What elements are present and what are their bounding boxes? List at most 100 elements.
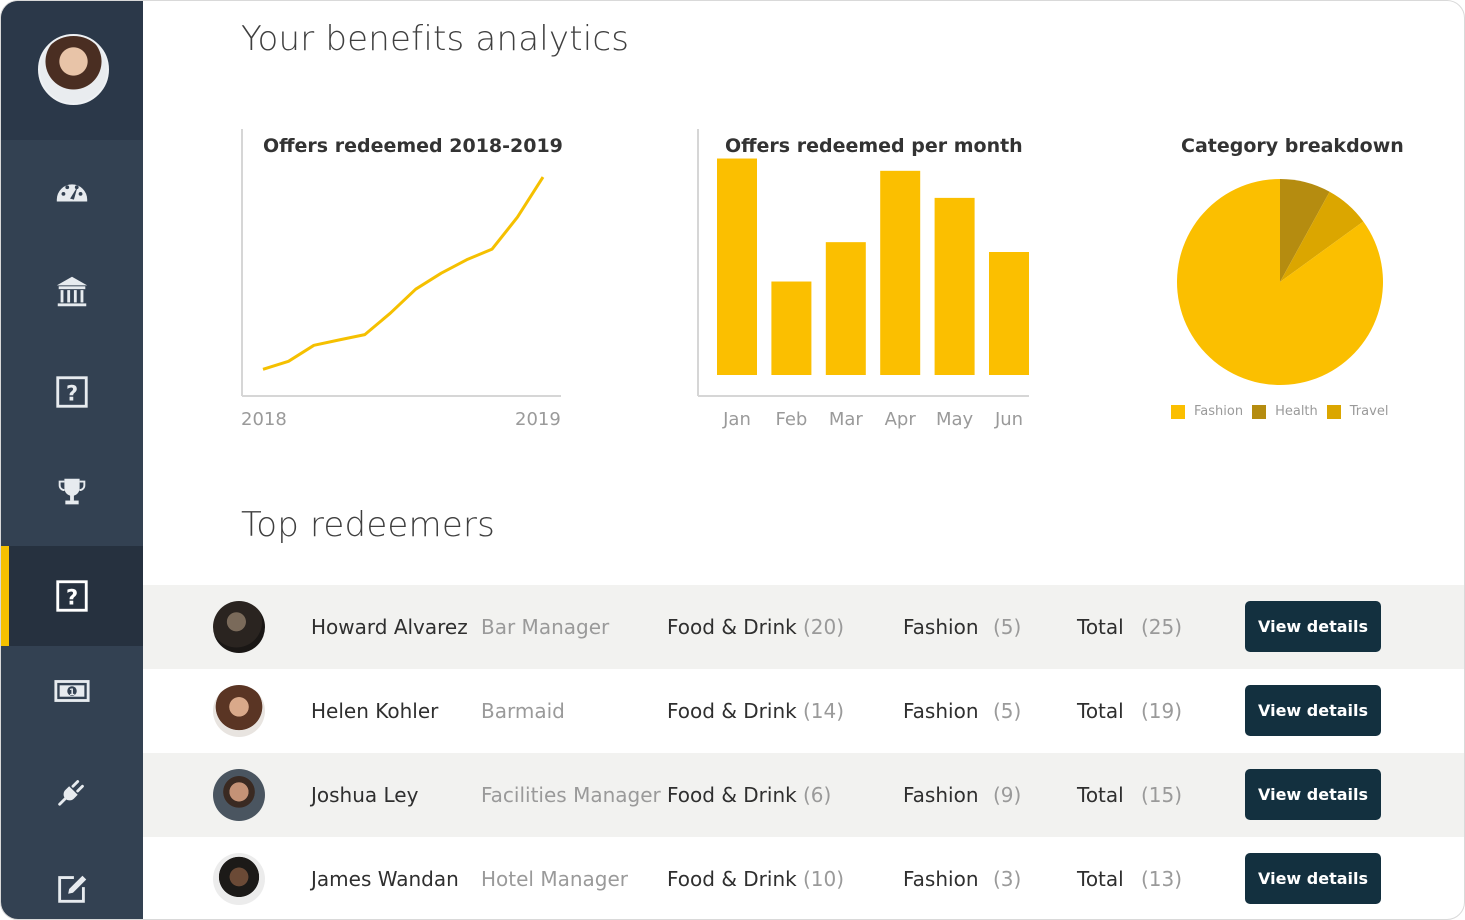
category-label: Fashion [903,615,979,639]
sidebar: ? ? 1 [1,1,143,919]
dashboard-icon [56,184,88,202]
view-details-button[interactable]: View details [1245,769,1381,820]
user-avatar[interactable] [38,34,109,105]
plug-icon [58,780,84,806]
legend-label-health: Health [1275,404,1318,419]
sidebar-item-help[interactable]: ? [1,342,143,442]
sidebar-item-payments[interactable]: 1 [1,641,143,741]
bar-x-tick-jan: Jan [723,409,751,430]
page-title: Your benefits analytics [241,19,630,59]
legend-entry-travel: Travel [1326,404,1389,419]
svg-text:?: ? [66,382,78,406]
pie-slice-fashion [1176,179,1383,385]
sidebar-item-integrations[interactable] [1,741,143,841]
table-row: Joshua Ley Facilities Manager Food & Dri… [143,753,1464,837]
pie-slice-travel [1280,191,1364,282]
category-count: (14) [803,699,845,723]
bar-apr [880,170,921,375]
pie-legend: Fashion Health Travel [1171,404,1397,419]
bar-jun [989,252,1029,375]
table-row: Helen Kohler Barmaid Food & Drink (14) F… [143,669,1464,753]
total-count: (15) [1141,783,1183,807]
bar-x-tick-jun: Jun [994,409,1024,430]
avatar [213,601,265,653]
pie-chart-title: Category breakdown [1181,135,1404,157]
bar-mar [825,242,866,375]
bar-jan [717,158,757,375]
line-x-tick-2019: 2019 [515,409,561,430]
svg-text:1: 1 [69,688,75,698]
legend-entry-fashion: Fashion [1171,404,1243,419]
line-x-tick-2018: 2018 [241,409,287,430]
table-row: Howard Alvarez Bar Manager Food & Drink … [143,585,1464,669]
section-title: Top redeemers [241,505,496,545]
bar-x-tick-apr: Apr [884,409,916,430]
category-count: (9) [993,783,1022,807]
table-row: James Wandan Hotel Manager Food & Drink … [143,837,1464,919]
sidebar-item-dashboard[interactable] [1,142,143,242]
sidebar-item-edit[interactable] [1,839,143,919]
total-count: (25) [1141,615,1183,639]
bank-icon [56,276,88,307]
view-details-button[interactable]: View details [1245,685,1381,736]
bar-x-tick-mar: Mar [828,409,863,430]
line-chart [241,129,561,397]
sidebar-item-benefits[interactable] [1,242,143,342]
line-chart-title: Offers redeemed 2018-2019 [263,135,563,157]
category-label: Food & Drink [667,783,797,807]
category-label: Food & Drink [667,699,797,723]
avatar [213,685,265,737]
legend-entry-health: Health [1252,404,1318,419]
total-label: Total [1077,699,1124,723]
sidebar-item-help-active[interactable]: ? [1,546,143,646]
category-count: (5) [993,615,1022,639]
line-series [262,176,545,371]
avatar [213,853,265,905]
pie-chart [1176,179,1383,385]
sidebar-item-rewards[interactable] [1,442,143,542]
category-count: (10) [803,867,845,891]
category-count: (3) [993,867,1022,891]
trophy-icon [58,478,86,505]
category-label: Fashion [903,783,979,807]
total-label: Total [1077,867,1124,891]
category-count: (5) [993,699,1022,723]
redeemer-name: Helen Kohler [311,699,439,723]
total-label: Total [1077,615,1124,639]
redeemer-name: Joshua Ley [311,783,419,807]
bar-chart-title: Offers redeemed per month [725,135,1023,157]
edit-icon [58,875,87,903]
view-details-button[interactable]: View details [1245,853,1381,904]
category-label: Fashion [903,867,979,891]
category-label: Fashion [903,699,979,723]
redeemer-name: James Wandan [311,867,459,891]
bar-chart [697,129,1029,397]
category-label: Food & Drink [667,615,797,639]
sidebar-profile [1,1,143,140]
category-label: Food & Drink [667,867,797,891]
redeemer-role: Bar Manager [481,615,610,639]
total-count: (13) [1141,867,1183,891]
avatar [213,769,265,821]
bar-x-tick-feb: Feb [775,409,808,430]
redeemer-role: Facilities Manager [481,783,661,807]
redeemer-role: Barmaid [481,699,565,723]
help-icon: ? [56,376,88,408]
view-details-button[interactable]: View details [1245,601,1381,652]
legend-label-fashion: Fashion [1194,404,1244,419]
total-label: Total [1077,783,1124,807]
pie-slice-health [1280,179,1330,282]
legend-label-travel: Travel [1349,404,1389,419]
bar-x-tick-may: May [935,409,974,430]
category-count: (20) [803,615,845,639]
category-count: (6) [803,783,832,807]
money-icon: 1 [54,680,90,702]
redeemer-role: Hotel Manager [481,867,629,891]
total-count: (19) [1141,699,1183,723]
help-icon: ? [56,580,88,612]
bar-may [934,197,975,375]
redeemer-name: Howard Alvarez [311,615,468,639]
svg-text:?: ? [66,586,78,610]
bar-feb [771,281,812,375]
